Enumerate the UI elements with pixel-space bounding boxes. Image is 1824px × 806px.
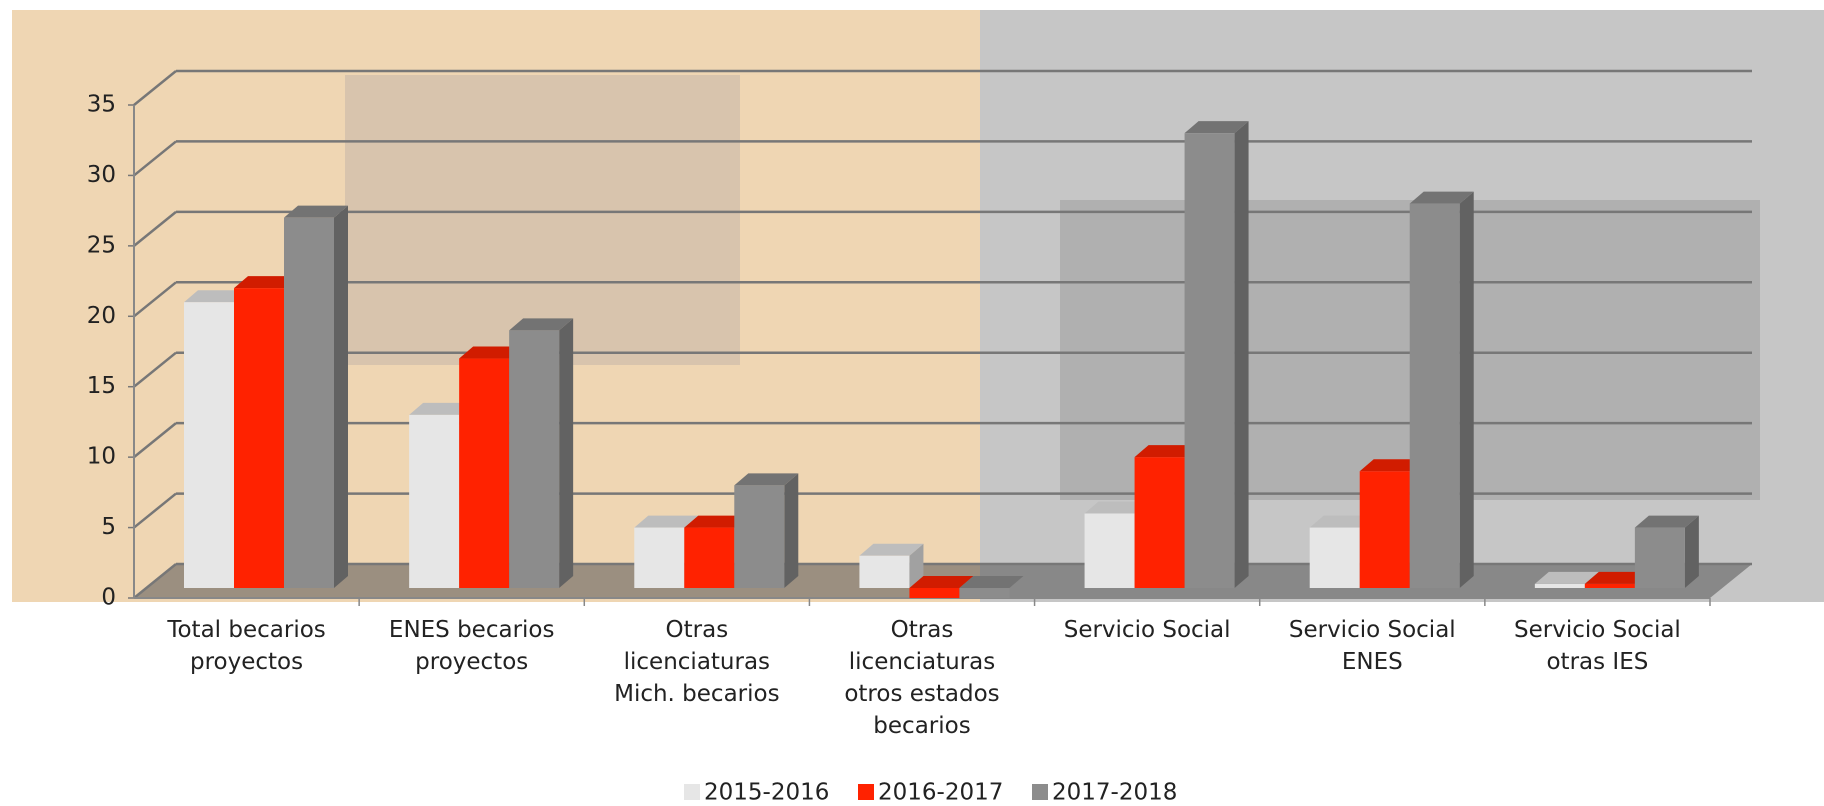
bar — [1585, 584, 1635, 588]
legend-swatch — [684, 784, 700, 800]
legend-swatch — [1032, 784, 1048, 800]
y-tick-label: 0 — [101, 585, 116, 611]
bar — [234, 288, 284, 588]
bar — [1085, 513, 1135, 588]
bar-side — [334, 206, 348, 588]
bar — [684, 528, 734, 588]
x-tick-label: Total becarios proyectos — [142, 614, 352, 678]
bar — [959, 588, 1009, 598]
y-tick-label: 35 — [87, 92, 116, 118]
bar — [459, 359, 509, 588]
bar-side — [784, 473, 798, 588]
x-tick-label: Servicio Social otras IES — [1492, 614, 1702, 678]
page: 0 5 10 15 20 25 30 35 2015-2016 2016-2017 2017-201… — [0, 0, 1824, 806]
bar — [1310, 528, 1360, 588]
bar — [1410, 204, 1460, 588]
y-tick-label: 20 — [87, 303, 116, 329]
bar — [734, 485, 784, 588]
bar-side — [1235, 121, 1249, 588]
bar — [1360, 471, 1410, 588]
bar-side — [1685, 516, 1699, 588]
bar — [284, 218, 334, 588]
legend-label: 2015-2016 — [704, 780, 829, 806]
x-tick-label: Servicio Social — [1042, 614, 1252, 646]
legend-label: 2017-2018 — [1052, 780, 1177, 806]
y-tick-label: 15 — [87, 373, 116, 399]
bar — [1135, 457, 1185, 588]
bar — [1185, 133, 1235, 588]
bar — [1535, 584, 1585, 588]
x-tick-label: ENES becarios proyectos — [367, 614, 577, 678]
x-tick-label: Otras licenciaturas otros estados becari… — [817, 614, 1027, 742]
bar — [1635, 528, 1685, 588]
bar — [859, 556, 909, 588]
y-tick-label: 25 — [87, 232, 116, 258]
bar-side — [559, 318, 573, 588]
bar-side — [1460, 192, 1474, 588]
y-tick-label: 5 — [101, 514, 116, 540]
legend-swatch — [858, 784, 874, 800]
bar — [509, 330, 559, 588]
bar — [634, 528, 684, 588]
bar — [409, 415, 459, 588]
bar — [184, 302, 234, 588]
x-tick-label: Otras licenciaturas Mich. becarios — [592, 614, 802, 710]
legend-label: 2016-2017 — [878, 780, 1003, 806]
bar — [909, 588, 959, 598]
x-tick-label: Servicio Social ENES — [1267, 614, 1477, 678]
y-tick-label: 30 — [87, 162, 116, 188]
y-tick-label: 10 — [87, 444, 116, 470]
